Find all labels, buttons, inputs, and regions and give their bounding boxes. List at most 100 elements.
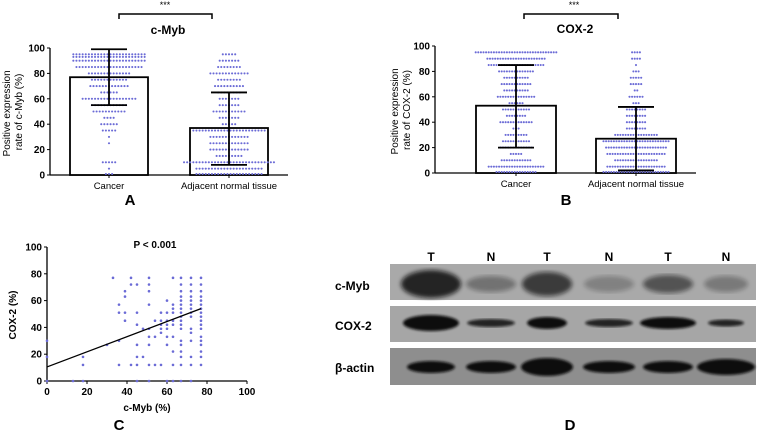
panel-b-data-point <box>636 89 639 92</box>
panel-a-data-point <box>231 97 234 100</box>
panel-a-data-point <box>114 129 117 132</box>
panel-a-data-point <box>248 161 251 164</box>
panel-a-data-point <box>118 78 121 81</box>
panel-b-data-point <box>642 165 645 168</box>
panel-b-data-point <box>614 159 617 162</box>
panel-b-data-point <box>640 152 643 155</box>
panel-a-data-point <box>251 167 254 170</box>
panel-b-data-point <box>503 51 506 54</box>
panel-b-data-point <box>516 170 519 174</box>
panel-a-data-point <box>109 53 112 56</box>
panel-b-data-point <box>504 140 507 143</box>
panel-c-data-point <box>123 319 127 323</box>
panel-a-data-point <box>107 110 111 113</box>
panel-b-data-point <box>518 170 521 174</box>
panel-b-data-point <box>538 57 541 60</box>
panel-b-data-point <box>509 152 512 155</box>
panel-c-data-point <box>153 335 157 339</box>
panel-b-data-point <box>521 165 524 168</box>
panel-c-data-point <box>189 331 193 335</box>
panel-b-data-point <box>632 70 635 73</box>
panel-a-data-point <box>234 116 237 119</box>
panel-a-data-point <box>212 72 215 75</box>
panel-a-data-point <box>212 110 215 113</box>
panel-a-data-point <box>229 161 232 164</box>
panel-a-data-point <box>248 129 251 132</box>
panel-c-data-point <box>159 319 163 323</box>
panel-b-data-point <box>657 170 660 174</box>
panel-c-x-tick-label: 60 <box>161 387 173 398</box>
panel-b-data-point <box>633 57 636 60</box>
panel-c-data-point <box>189 327 193 331</box>
panel-b-data-point <box>507 140 510 143</box>
panel-a-data-point <box>92 85 95 88</box>
panel-b-data-point <box>640 76 643 79</box>
panel-b-data-point <box>664 170 667 174</box>
panel-b-data-point <box>632 83 635 86</box>
panel-a-ylabel-line1: Positive expression <box>2 70 13 156</box>
panel-a-data-point <box>243 135 246 138</box>
band-cox2-1 <box>467 319 515 327</box>
panel-c-data-point <box>179 283 183 286</box>
panel-b-data-point <box>619 159 622 162</box>
panel-a-data-point <box>231 148 234 151</box>
panel-a-data-point <box>204 167 207 170</box>
panel-c-data-point <box>189 315 193 318</box>
panel-a-data-point <box>137 53 140 56</box>
panel-a-data-point <box>111 129 114 132</box>
panel-c-y-tick-label: 20 <box>31 350 43 361</box>
panel-a-data-point <box>84 66 87 69</box>
panel-c-data-point <box>135 323 139 327</box>
panel-b-data-point <box>522 108 525 111</box>
panel-b-data-point <box>526 170 529 174</box>
panel-b-data-point <box>524 70 527 73</box>
panel-b-data-point <box>624 152 627 155</box>
panel-c-data-point <box>189 339 193 343</box>
panel-b-data-point <box>522 57 525 60</box>
panel-b-data-point <box>500 170 503 174</box>
panel-a-significance-bracket <box>118 13 213 19</box>
panel-a-data-point <box>112 116 115 119</box>
panel-b-data-point <box>503 165 506 168</box>
panel-a-data-point <box>104 172 107 176</box>
panel-a-data-point <box>115 59 118 62</box>
panel-b-data-point <box>513 165 516 168</box>
panel-b-data-point <box>508 89 511 92</box>
panel-a-data-point <box>118 97 121 100</box>
panel-a-data-point <box>98 85 101 88</box>
band-cox2-5 <box>708 319 744 327</box>
panel-b-data-point <box>494 57 497 60</box>
panel-b-data-point <box>504 121 507 124</box>
panel-b-data-point <box>517 108 520 111</box>
panel-a-data-point <box>218 154 221 157</box>
panel-b-data-point <box>501 57 505 60</box>
panel-b-data-point <box>512 140 515 143</box>
panel-b-data-point <box>649 140 652 143</box>
panel-b-y-tick-label: 60 <box>419 92 431 103</box>
panel-b-data-point <box>607 170 610 174</box>
panel-b-data-point <box>664 140 667 143</box>
panel-b-data-point <box>637 102 640 105</box>
panel-a-data-point <box>237 135 240 138</box>
panel-c-data-point <box>179 299 183 302</box>
panel-b-data-point <box>522 121 525 124</box>
panel-b-data-point <box>521 114 524 117</box>
panel-a-data-point <box>226 66 229 69</box>
panel-c-data-point <box>179 323 183 327</box>
panel-a-data-point <box>103 123 106 126</box>
panel-label-d: D <box>565 417 576 434</box>
panel-a-data-point <box>245 129 248 132</box>
panel-b-data-point <box>646 140 649 143</box>
panel-c-data-point <box>199 289 203 293</box>
panel-a-data-point <box>243 142 246 145</box>
panel-c-y-tick-label: 0 <box>36 377 42 388</box>
panel-a-data-point <box>97 78 100 81</box>
panel-a-data-point <box>229 172 232 176</box>
panel-a-data-point <box>195 129 198 132</box>
panel-c-data-point <box>189 295 193 298</box>
panel-a-data-point <box>241 85 244 88</box>
panel-b-data-point <box>607 146 610 149</box>
panel-b-data-point <box>629 133 632 136</box>
panel-b-data-point <box>505 83 508 86</box>
panel-a-data-point <box>120 110 123 113</box>
